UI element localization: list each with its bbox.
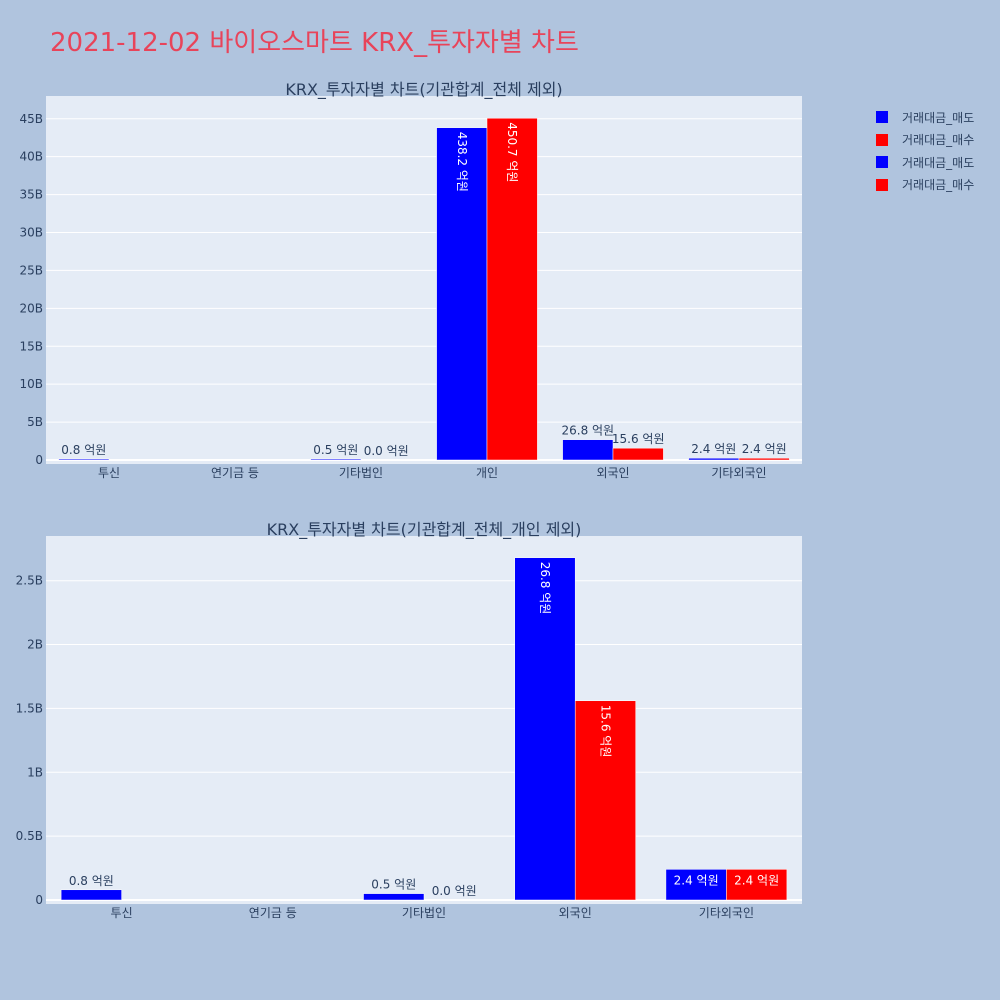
x-tick-label: 기타법인 [402,906,446,920]
data-label: 450.7 억원 [505,122,519,182]
legend-swatch-buy [876,178,888,191]
x-tick-label: 기타외국인 [699,906,754,920]
data-label: 0.0 억원 [432,884,477,898]
y-tick-label: 2.5B [16,574,43,588]
x-tick-label: 투신 [98,466,120,480]
data-label: 0.5 억원 [371,878,416,892]
bar-sell [60,889,122,901]
data-label: 15.6 억원 [598,705,612,758]
bar-buy [574,700,636,901]
y-tick-label: 40B [19,150,43,164]
bar-sell [58,458,110,461]
legend-swatch-buy [876,133,888,146]
bar-buy [726,869,788,901]
y-tick-label: 0 [35,453,43,467]
plot-area-2 [46,536,802,904]
bar-sell [363,893,425,901]
x-tick-label: 기타외국인 [711,466,766,480]
data-label: 2.4 억원 [691,442,736,456]
y-tick-label: 45B [19,112,43,126]
legend-swatch-sell [876,156,888,169]
chart-title: KRX_투자자별 차트(기관합계_전체 제외) [285,80,562,100]
legend-swatch-sell [876,111,888,124]
legend-item-sell-2[interactable]: 거래대금_매도 [876,151,974,174]
data-label: 26.8 억원 [538,562,552,615]
y-tick-label: 0 [35,893,43,907]
y-tick-label: 20B [19,301,43,315]
x-tick-label: 연기금 등 [211,466,259,480]
data-label: 2.4 억원 [734,873,779,887]
legend-item-sell-1[interactable]: 거래대금_매도 [876,106,974,129]
bar-sell [514,557,576,901]
x-tick-label: 기타법인 [339,466,383,480]
y-tick-label: 1.5B [16,701,43,715]
bar-sell [665,869,727,901]
y-tick-label: 15B [19,339,43,353]
data-label: 0.0 억원 [364,444,409,458]
bar-buy [612,447,664,461]
legend-label: 거래대금_매수 [902,178,975,193]
y-tick-label: 10B [19,377,43,391]
bar-sell [562,439,614,461]
legend-label: 거래대금_매수 [902,133,975,148]
plot-area-1 [46,96,802,464]
x-tick-label: 외국인 [559,906,592,920]
page-title: 2021-12-02 바이오스마트 KRX_투자자별 차트 [50,28,579,58]
data-label: 0.8 억원 [61,443,106,457]
legend-label: 거래대금_매도 [902,155,975,170]
y-tick-label: 2B [27,638,43,652]
data-label: 0.5 억원 [313,443,358,457]
x-tick-label: 연기금 등 [249,906,297,920]
legend[interactable]: 거래대금_매도 거래대금_매수 거래대금_매도 거래대금_매수 [876,106,974,196]
y-tick-label: 1B [27,765,43,779]
bar-sell [310,458,362,461]
y-tick-label: 35B [19,188,43,202]
data-label: 438.2 억원 [455,132,469,192]
bar-sell [436,127,488,461]
legend-item-buy-1[interactable]: 거래대금_매수 [876,129,974,152]
legend-label: 거래대금_매도 [902,110,975,125]
y-tick-label: 0.5B [16,829,43,843]
data-label: 2.4 억원 [674,873,719,887]
y-tick-label: 5B [27,415,43,429]
data-label: 2.4 억원 [742,442,787,456]
legend-item-buy-2[interactable]: 거래대금_매수 [876,174,974,197]
data-label: 26.8 억원 [561,424,614,438]
chart-title: KRX_투자자별 차트(기관합계_전체_개인 제외) [267,520,582,540]
x-tick-label: 투신 [111,906,133,920]
x-tick-label: 개인 [476,466,498,480]
bar-sell [688,457,740,461]
bar-buy [738,457,790,461]
x-tick-label: 외국인 [596,466,629,480]
y-tick-label: 30B [19,226,43,240]
data-label: 15.6 억원 [612,432,665,446]
bar-buy [486,117,538,461]
data-label: 0.8 억원 [69,874,114,888]
y-tick-label: 25B [19,263,43,277]
